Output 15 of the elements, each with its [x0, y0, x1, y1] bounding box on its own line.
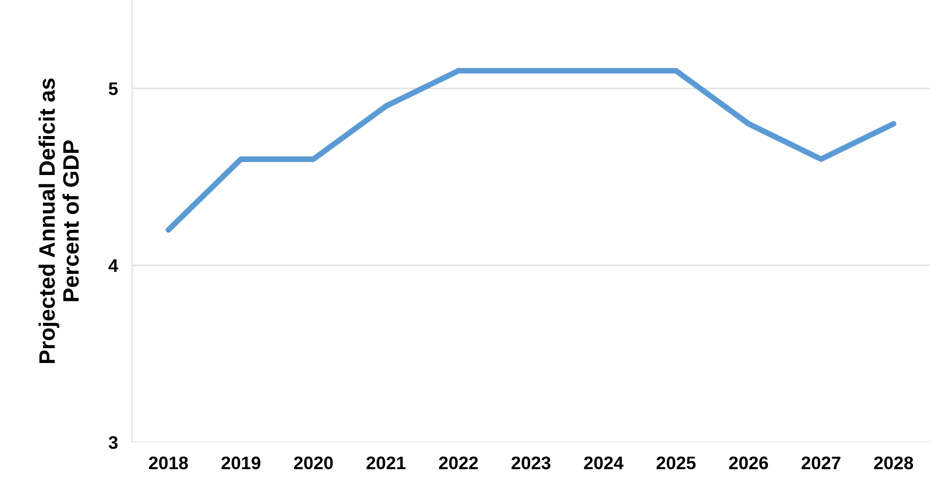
x-tick-label: 2018 — [148, 456, 188, 470]
x-tick-label: 2023 — [512, 456, 550, 470]
y-tick-label: 4 — [108, 259, 118, 272]
x-tick-label: 2028 — [874, 456, 914, 470]
y-axis-title: Projected Annual Deficit as Percent of GDP — [38, 78, 79, 364]
y-tick-label: 5 — [108, 82, 118, 96]
y-tick-label: 3 — [108, 436, 118, 449]
x-tick-label: 2026 — [729, 456, 768, 470]
x-tick-label: 2027 — [802, 456, 840, 470]
x-tick-label: 2021 — [366, 456, 406, 470]
x-tick-label: 2024 — [584, 456, 624, 470]
x-tick-label: 2020 — [294, 456, 333, 470]
x-tick-label: 2019 — [221, 456, 260, 470]
x-tick-label: 2022 — [439, 456, 478, 470]
x-tick-label: 2025 — [656, 456, 696, 470]
